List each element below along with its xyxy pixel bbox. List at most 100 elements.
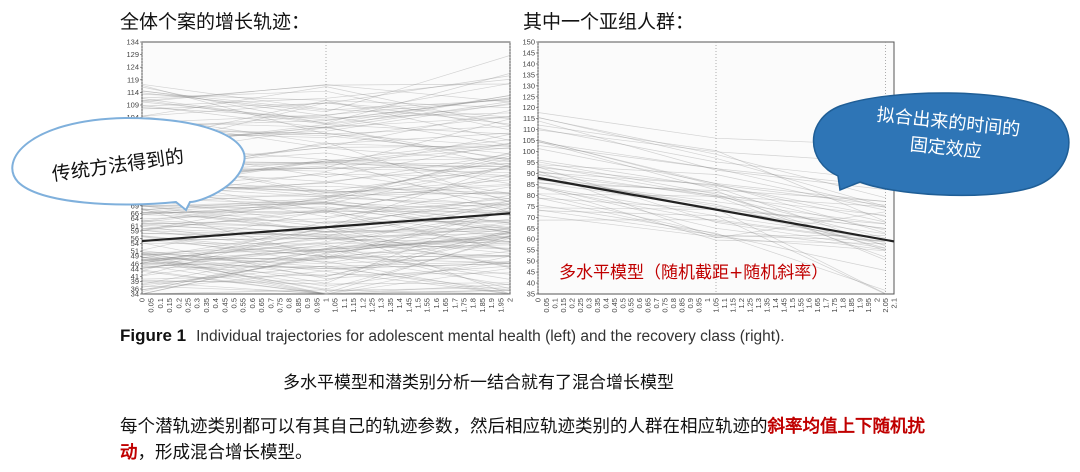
x-tick-label: 0.8: [669, 298, 678, 308]
x-tick-label: 1.8: [469, 298, 478, 308]
x-tick-label: 1.55: [423, 298, 432, 313]
x-tick-label: 0.25: [184, 298, 193, 313]
x-tick-label: 1.5: [788, 298, 797, 308]
x-tick-label: 1.9: [487, 298, 496, 308]
y-tick-label: 41: [131, 272, 139, 281]
x-tick-label: 2: [873, 298, 882, 302]
x-tick-label: 1.4: [395, 298, 404, 308]
x-tick-label: 0.15: [559, 298, 568, 313]
x-tick-label: 1.75: [460, 298, 469, 313]
description-highlight: 斜率均值上下随机扰动: [120, 417, 925, 463]
x-tick-label: 1.05: [331, 298, 340, 313]
x-tick-label: 1.5: [414, 298, 423, 308]
y-tick-label: 75: [527, 202, 535, 211]
y-tick-label: 60: [527, 235, 535, 244]
y-tick-label: 134: [126, 38, 139, 47]
x-tick-label: 1.3: [754, 298, 763, 308]
x-tick-label: 0.7: [652, 298, 661, 308]
left-chart-title: 全体个案的增长轨迹：: [120, 11, 311, 33]
x-tick-label: 0.7: [266, 298, 275, 308]
individual-trajectories: [537, 42, 886, 295]
x-tick-label: 1.6: [432, 298, 441, 308]
figure-label: Figure 1: [120, 326, 187, 345]
y-tick-label: 44: [131, 264, 139, 273]
x-tick-label: 0.25: [576, 298, 585, 313]
x-tick-label: 1.45: [404, 298, 413, 313]
x-tick-label: 0.35: [593, 298, 602, 313]
fixed-effect-line: [537, 176, 895, 243]
figure-caption: Figure 1 Individual trajectories for adol…: [120, 325, 880, 348]
fixed-effect-bubble: [812, 92, 1070, 197]
x-tick-label: 0.6: [248, 298, 257, 308]
x-tick-label: 1.85: [847, 298, 856, 313]
x-tick-label: 0.75: [661, 298, 670, 313]
x-tick-label: 0.5: [618, 298, 627, 308]
y-tick-label: 125: [522, 92, 535, 101]
x-tick-label: 0.05: [147, 298, 156, 313]
x-tick-label: 2: [506, 298, 515, 302]
y-tick-label: 130: [522, 81, 535, 90]
x-tick-label: 0.75: [276, 298, 285, 313]
y-tick-label: 49: [131, 252, 139, 261]
y-tick-label: 145: [522, 48, 535, 57]
x-tick-label: 0.3: [193, 298, 202, 308]
y-tick-label: 50: [527, 257, 535, 266]
y-tick-label: 135: [522, 70, 535, 79]
y-tick-label: 39: [131, 277, 139, 286]
right-trajectory-chart: 3540455055606570758085909510010511011512…: [522, 38, 899, 313]
x-tick-label: 0.15: [165, 298, 174, 313]
y-tick-label: 34: [131, 290, 139, 299]
y-tick-label: 56: [131, 234, 139, 243]
y-tick-label: 100: [522, 147, 535, 156]
x-tick-label: 0.95: [312, 298, 321, 313]
right-chart-title: 其中一个亚组人群：: [523, 11, 695, 33]
x-tick-label: 1.15: [349, 298, 358, 313]
fixed-effect-line: [141, 212, 511, 243]
x-tick-label: 0.6: [635, 298, 644, 308]
y-tick-label: 40: [527, 279, 535, 288]
x-tick-label: 0.85: [294, 298, 303, 313]
x-tick-label: 1.2: [358, 298, 367, 308]
y-tick-label: 150: [522, 38, 535, 47]
x-tick-label: 0: [534, 298, 543, 302]
y-tick-label: 114: [127, 88, 139, 97]
x-tick-label: 0.45: [220, 298, 229, 313]
x-tick-label: 1.8: [839, 298, 848, 308]
x-tick-label: 1.4: [771, 298, 780, 308]
x-tick-label: 0.4: [601, 298, 610, 308]
conclusion-text: 多水平模型和潜类别分析一结合就有了混合增长模型: [283, 373, 674, 393]
y-tick-label: 61: [131, 221, 139, 230]
x-tick-label: 1.25: [368, 298, 377, 313]
y-tick-label: 70: [527, 213, 535, 222]
x-tick-label: 0.1: [550, 298, 559, 308]
x-tick-label: 1.1: [720, 298, 729, 308]
x-tick-label: 1: [322, 298, 331, 302]
x-tick-label: 0.4: [211, 298, 220, 308]
y-tick-label: 120: [522, 103, 535, 112]
x-tick-label: 0.35: [202, 298, 211, 313]
x-tick-label: 1: [703, 298, 712, 302]
x-tick-label: 1.6: [805, 298, 814, 308]
x-tick-label: 0.9: [303, 298, 312, 308]
x-tick-label: 1.25: [745, 298, 754, 313]
y-tick-label: 46: [131, 259, 139, 268]
x-tick-label: 1.7: [450, 298, 459, 308]
description-paragraph: 每个潜轨迹类别都可以有其自己的轨迹参数，然后相应轨迹类别的人群在相应轨迹的斜率均…: [120, 414, 930, 466]
y-tick-label: 140: [522, 59, 535, 68]
y-tick-label: 119: [127, 75, 139, 84]
y-tick-label: 85: [527, 180, 535, 189]
x-tick-label: 0.1: [156, 298, 165, 308]
x-tick-label: 1.2: [737, 298, 746, 308]
y-tick-label: 109: [126, 101, 139, 110]
x-tick-label: 0.3: [584, 298, 593, 308]
y-tick-label: 54: [131, 239, 139, 248]
x-tick-label: 2.1: [890, 298, 899, 308]
description-part2: ，形成混合增长模型。: [137, 443, 313, 463]
x-tick-label: 1.45: [779, 298, 788, 313]
y-tick-label: 35: [527, 290, 535, 299]
x-tick-label: 0.9: [686, 298, 695, 308]
x-tick-label: 0.65: [257, 298, 266, 313]
y-tick-label: 124: [126, 63, 139, 72]
x-tick-label: 1.3: [377, 298, 386, 308]
y-tick-label: 110: [523, 125, 535, 134]
